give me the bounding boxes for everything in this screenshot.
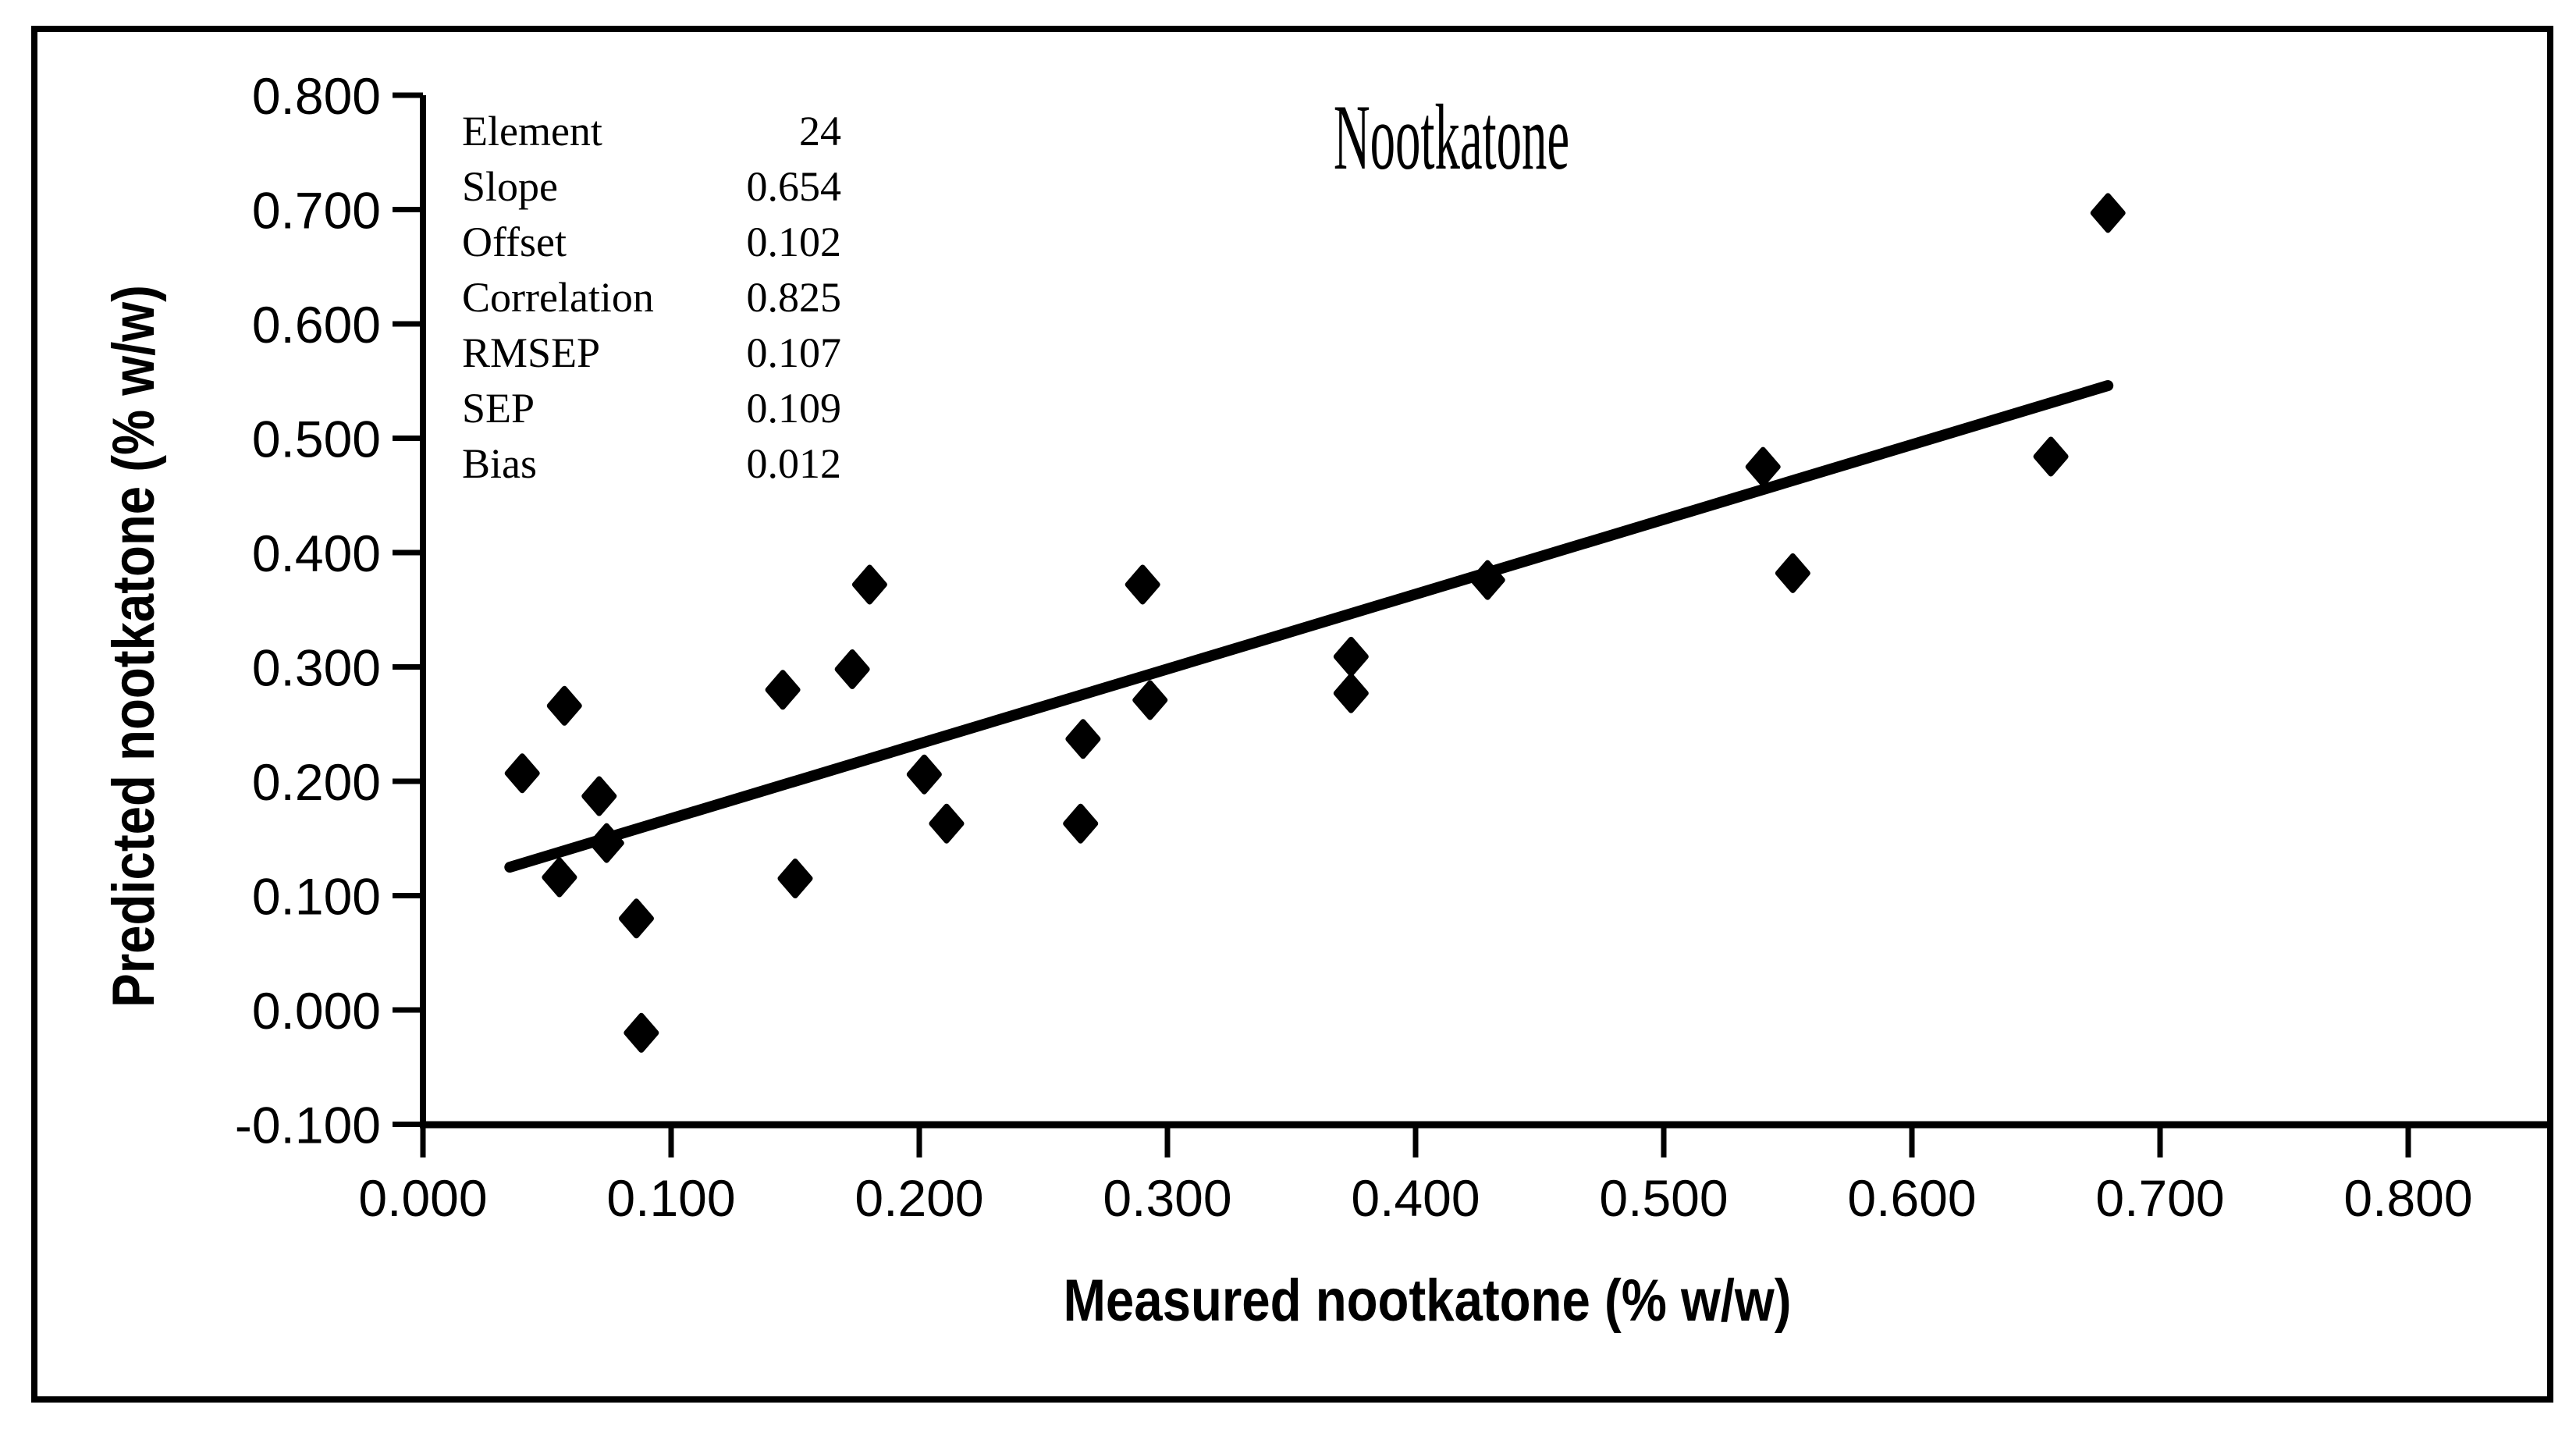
y-tick-label: 0.100 [252, 868, 381, 926]
stat-label: Slope [462, 163, 559, 210]
data-point [588, 823, 624, 863]
y-tick-label: 0.500 [252, 411, 381, 468]
stats-row-element: Element 24 [462, 104, 841, 159]
y-tick-label: 0.300 [252, 639, 381, 697]
stats-row-correlation: Correlation 0.825 [462, 270, 841, 325]
chart-title: Nootkatone [1334, 85, 1569, 189]
stat-value: 24 [799, 108, 841, 155]
stat-label: SEP [462, 385, 535, 432]
x-tick-label: 0.600 [1847, 1169, 1976, 1227]
x-tick-label: 0.200 [855, 1169, 983, 1227]
data-point [618, 898, 654, 939]
stats-box: Element 24 Slope 0.654 Offset 0.102 Corr… [462, 104, 841, 492]
stat-value: 0.654 [746, 163, 842, 210]
data-point [1775, 553, 1810, 593]
data-points-group [504, 193, 2126, 1053]
y-axis-ticks: 0.800 0.700 0.600 0.500 0.400 0.300 0.200 0.100… [235, 67, 423, 1154]
data-point [929, 803, 965, 844]
stat-label: Offset [462, 219, 567, 265]
stats-row-bias: Bias 0.012 [462, 436, 841, 492]
data-point [504, 753, 540, 794]
regression-line [504, 380, 2114, 873]
data-point [1333, 673, 1369, 713]
data-point [542, 857, 577, 898]
y-tick-label: 0.800 [252, 67, 381, 125]
data-point [2033, 436, 2069, 477]
data-point [834, 649, 870, 689]
stats-row-rmsep: RMSEP 0.107 [462, 325, 841, 381]
stats-row-offset: Offset 0.102 [462, 215, 841, 270]
x-tick-label: 0.500 [1599, 1169, 1728, 1227]
data-point [1745, 446, 1781, 487]
stat-value: 0.012 [746, 440, 842, 487]
data-point [581, 776, 617, 816]
x-axis-ticks: 0.000 0.100 0.200 0.300 0.400 0.500 0.600 0.700… [358, 1125, 2473, 1227]
outer-border [31, 26, 2553, 1403]
stat-value: 0.825 [746, 274, 842, 321]
stats-row-sep: SEP 0.109 [462, 381, 841, 436]
data-point [851, 564, 887, 605]
data-point [1469, 560, 1505, 600]
stats-row-slope: Slope 0.654 [462, 159, 841, 215]
x-tick-label: 0.700 [2095, 1169, 2224, 1227]
x-axis-title: Measured nootkatone (% w/w) [1063, 1268, 1791, 1334]
x-tick-label: 0.000 [358, 1169, 487, 1227]
y-tick-label: -0.100 [235, 1097, 381, 1154]
stat-label: RMSEP [462, 329, 601, 376]
x-tick-label: 0.800 [2343, 1169, 2472, 1227]
stat-label: Element [462, 108, 602, 155]
stat-value: 0.102 [746, 219, 842, 265]
data-point [2090, 193, 2126, 233]
data-point [1132, 680, 1168, 720]
data-point [1125, 564, 1160, 605]
data-point [624, 1012, 659, 1053]
data-point [1065, 719, 1101, 759]
data-point [765, 670, 801, 710]
y-tick-label: 0.600 [252, 296, 381, 354]
y-tick-label: 0.000 [252, 982, 381, 1040]
y-axis-title: Predicted nootkatone (% w/w) [101, 285, 167, 1008]
x-tick-label: 0.400 [1351, 1169, 1480, 1227]
stat-value: 0.107 [746, 329, 842, 376]
x-tick-label: 0.100 [606, 1169, 735, 1227]
data-point [906, 754, 942, 795]
data-point [1333, 636, 1369, 677]
data-point [546, 685, 582, 726]
stat-label: Correlation [462, 274, 654, 321]
regression-line-group [504, 380, 2114, 873]
y-tick-label: 0.200 [252, 753, 381, 811]
y-tick-label: 0.400 [252, 524, 381, 582]
data-point [1063, 803, 1099, 844]
x-tick-label: 0.300 [1103, 1169, 1231, 1227]
stat-label: Bias [462, 440, 538, 487]
data-point [777, 859, 813, 899]
stat-value: 0.109 [746, 385, 842, 432]
y-tick-label: 0.700 [252, 182, 381, 240]
